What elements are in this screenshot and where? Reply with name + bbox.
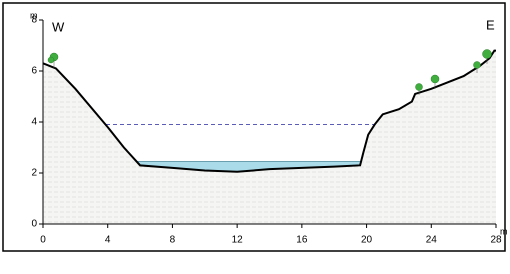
x-tick-label: 24 xyxy=(426,235,438,246)
x-tick-label: 12 xyxy=(232,235,244,246)
x-unit: m xyxy=(500,226,508,236)
trees xyxy=(48,50,492,96)
y-tick-label: 4 xyxy=(31,117,37,128)
y-unit: m xyxy=(30,10,38,20)
y-tick-label: 6 xyxy=(31,66,37,77)
page: {"chart_data": {"type": "area", "y_unit"… xyxy=(0,0,510,269)
x-tick-label: 16 xyxy=(296,235,308,246)
x-tick-label: 4 xyxy=(105,235,111,246)
west-label: W xyxy=(52,19,65,34)
x-tick-label: 8 xyxy=(170,235,176,246)
y-tick-label: 2 xyxy=(31,168,37,179)
east-label: E xyxy=(486,17,495,32)
chart: 024680481216202428 m m W E xyxy=(0,0,510,269)
x-tick-label: 20 xyxy=(361,235,373,246)
x-tick-label: 0 xyxy=(40,235,46,246)
ground xyxy=(43,51,496,224)
y-tick-label: 0 xyxy=(31,219,37,230)
